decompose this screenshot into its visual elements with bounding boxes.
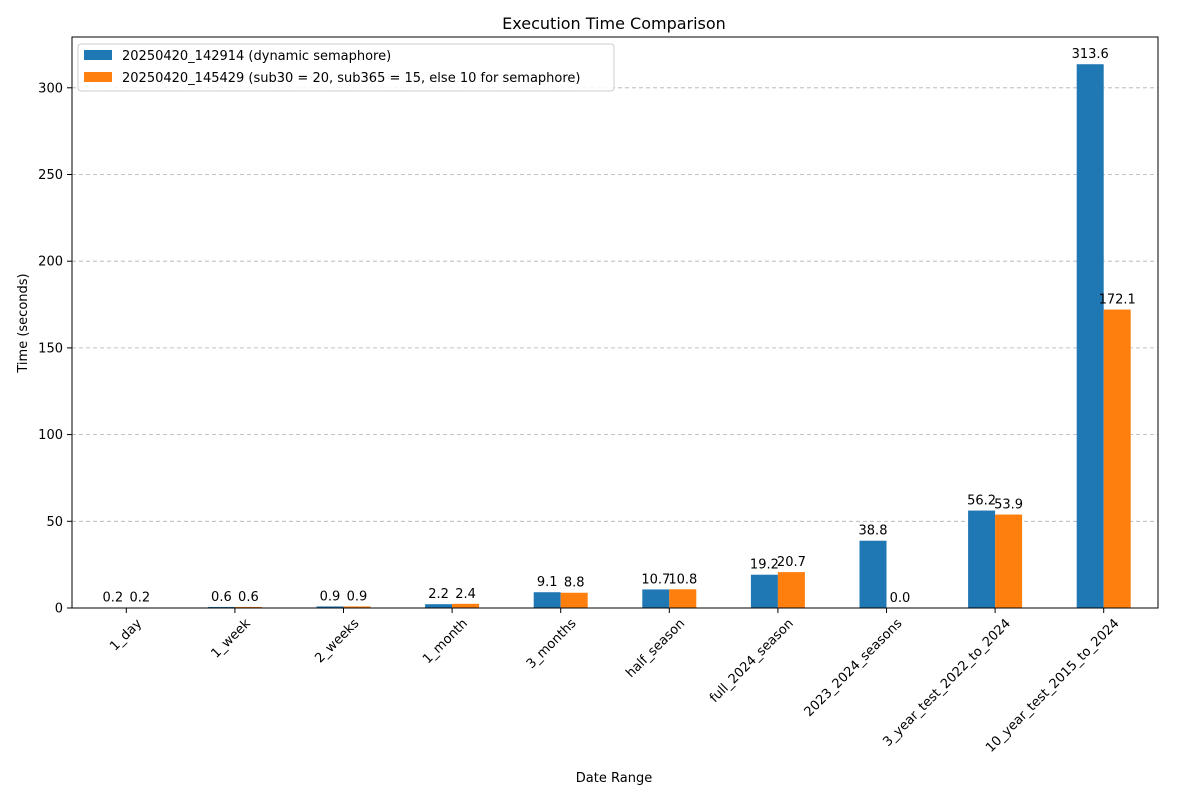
legend-frame bbox=[77, 43, 615, 92]
x-ticks: 1_day 1_week 2_weeks 1_month 3_months half_se… bbox=[107, 608, 1123, 756]
y-tick-label-0: 0 bbox=[55, 602, 63, 617]
value-label-series-1-2023_2024_seasons: 38.8 bbox=[859, 524, 888, 539]
y-axis-label: Time (seconds) bbox=[16, 273, 31, 373]
bar-series-1-10_year_test_2015_to_2024 bbox=[1076, 64, 1104, 608]
x-tick-label-2023_2024_seasons: 2023_2024_seasons bbox=[802, 616, 906, 720]
y-tick-label-4: 200 bbox=[38, 255, 63, 270]
bar-series-2-10_year_test_2015_to_2024 bbox=[1103, 309, 1131, 608]
bar-series-2-3_months bbox=[560, 592, 588, 608]
x-tick-label-3_year_test_2022_to_2024: 3_year_test_2022_to_2024 bbox=[880, 616, 1014, 750]
x-axis-label: Date Range bbox=[576, 771, 652, 786]
axes bbox=[71, 36, 1159, 609]
value-label-series-1-1_day: 0.2 bbox=[102, 591, 123, 606]
legend-label-series-1: 20250420_142914 (dynamic semaphore) bbox=[122, 49, 391, 64]
bar-series-1-3_year_test_2022_to_2024 bbox=[968, 510, 996, 608]
value-label-series-1-1_month: 2.2 bbox=[428, 587, 449, 602]
value-label-series-2-3_year_test_2022_to_2024: 53.9 bbox=[994, 498, 1023, 513]
value-label-series-1-1_week: 0.6 bbox=[211, 590, 232, 605]
x-tick-label-half_season: half_season bbox=[623, 616, 688, 681]
bar-series-2-1_month bbox=[452, 603, 480, 608]
x-tick-label-1_month: 1_month bbox=[420, 616, 471, 667]
x-tick-label-10_year_test_2015_to_2024: 10_year_test_2015_to_2024 bbox=[983, 616, 1122, 755]
value-label-series-1-half_season: 10.7 bbox=[641, 572, 670, 587]
value-label-series-2-3_months: 8.8 bbox=[564, 576, 585, 591]
value-label-series-2-1_month: 2.4 bbox=[455, 587, 476, 602]
y-tick-label-3: 150 bbox=[38, 341, 63, 356]
bar-series-1-3_months bbox=[533, 592, 561, 608]
bar-series-1-full_2024_season bbox=[750, 574, 778, 608]
gridlines bbox=[72, 87, 1158, 522]
value-label-series-1-full_2024_season: 19.2 bbox=[750, 558, 779, 573]
bar-series-2-3_year_test_2022_to_2024 bbox=[995, 514, 1023, 608]
y-ticks: 0 50 100 150 200 250 300 bbox=[38, 81, 72, 617]
value-label-series-2-half_season: 10.8 bbox=[668, 572, 697, 587]
chart-title: Execution Time Comparison bbox=[502, 14, 726, 33]
x-tick-label-full_2024_season: full_2024_season bbox=[707, 616, 797, 706]
bar-series-2-half_season bbox=[669, 589, 697, 608]
legend-swatch-series-2 bbox=[84, 72, 112, 82]
x-tick-label-2_weeks: 2_weeks bbox=[312, 616, 362, 666]
bar-series-1-2_weeks bbox=[316, 606, 344, 608]
value-label-series-2-2_weeks: 0.9 bbox=[347, 589, 368, 604]
y-tick-label-5: 250 bbox=[38, 168, 63, 183]
bar-series-1-1_week bbox=[207, 606, 235, 608]
legend-swatch-series-1 bbox=[84, 50, 112, 60]
value-label-series-2-10_year_test_2015_to_2024: 172.1 bbox=[1099, 293, 1136, 308]
value-label-series-1-2_weeks: 0.9 bbox=[320, 589, 341, 604]
x-tick-label-1_week: 1_week bbox=[209, 616, 255, 662]
y-tick-label-2: 100 bbox=[38, 428, 63, 443]
bar-series-2-full_2024_season bbox=[777, 572, 805, 608]
y-tick-label-6: 300 bbox=[38, 81, 63, 96]
bar-value-labels: 0.2 0.2 0.6 0.6 0.9 0.9 2.2 2.4 9.1 8.8 10.710.8 19… bbox=[102, 47, 1135, 606]
bar-series-2-1_week bbox=[234, 606, 262, 608]
x-tick-label-1_day: 1_day bbox=[107, 616, 145, 654]
value-label-series-2-1_day: 0.2 bbox=[129, 591, 150, 606]
bars bbox=[99, 64, 1131, 608]
bar-series-1-1_month bbox=[425, 604, 453, 608]
x-tick-label-3_months: 3_months bbox=[524, 616, 580, 672]
legend: 20250420_142914 (dynamic semaphore) 2025… bbox=[77, 43, 615, 92]
legend-label-series-2: 20250420_145429 (sub30 = 20, sub365 = 15… bbox=[122, 71, 580, 86]
y-tick-label-1: 50 bbox=[46, 515, 63, 530]
bar-series-2-2_weeks bbox=[343, 606, 371, 608]
bar-series-1-half_season bbox=[642, 589, 670, 608]
bar-series-1-2023_2024_seasons bbox=[859, 540, 887, 608]
value-label-series-2-1_week: 0.6 bbox=[238, 590, 259, 605]
value-label-series-1-3_year_test_2022_to_2024: 56.2 bbox=[967, 494, 996, 509]
value-label-series-2-2023_2024_seasons: 0.0 bbox=[890, 591, 911, 606]
plot-frame bbox=[71, 36, 1159, 609]
value-label-series-1-10_year_test_2015_to_2024: 313.6 bbox=[1072, 47, 1109, 62]
value-label-series-1-3_months: 9.1 bbox=[537, 575, 558, 590]
value-label-series-2-full_2024_season: 20.7 bbox=[777, 555, 806, 570]
